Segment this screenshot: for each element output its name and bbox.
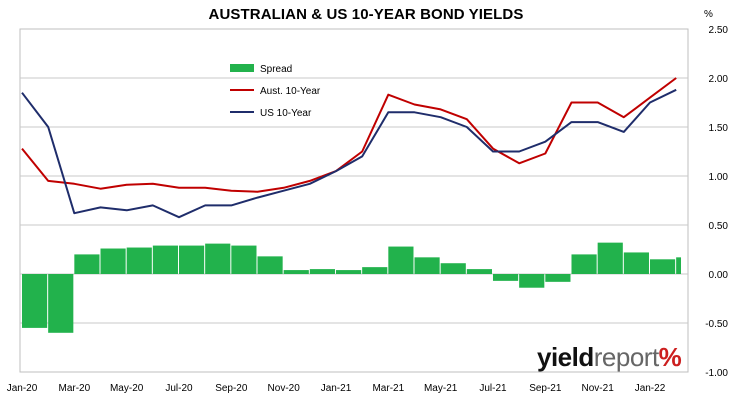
spread-bar [623, 252, 649, 274]
y-tick-label: 0.50 [709, 221, 729, 232]
x-tick-label: Mar-20 [58, 383, 90, 394]
spread-bar [178, 245, 205, 274]
x-tick-label: Sep-20 [215, 383, 248, 394]
legend-swatch-spread [230, 64, 254, 72]
y-tick-label: 2.00 [709, 74, 729, 85]
logo-part-percent: % [658, 342, 682, 372]
y-tick-label: 1.00 [709, 172, 729, 183]
spread-bar [126, 247, 152, 274]
x-tick-label: May-21 [424, 383, 458, 394]
spread-bar [100, 248, 126, 274]
yieldreport-logo: yieldreport% [537, 342, 682, 373]
spread-bar [257, 256, 283, 274]
x-tick-label: Mar-21 [372, 383, 404, 394]
spread-bar [231, 245, 257, 274]
x-tick-label: Jan-20 [7, 383, 38, 394]
spread-bar [519, 274, 545, 288]
spread-bar [309, 269, 335, 274]
x-tick-label: Jan-22 [635, 383, 666, 394]
spread-bar [152, 245, 178, 274]
spread-bar [545, 274, 571, 282]
legend-label-us: US 10-Year [260, 108, 312, 119]
unit-label: % [704, 9, 713, 20]
x-tick-label: Nov-21 [582, 383, 615, 394]
spread-bar [22, 274, 48, 328]
spread-bar [48, 274, 74, 333]
spread-bar [335, 270, 362, 274]
spread-bar [283, 270, 309, 274]
x-tick-label: Jul-20 [165, 383, 193, 394]
y-tick-label: -0.50 [705, 319, 728, 330]
spread-bar [649, 259, 676, 274]
chart-title: AUSTRALIAN & US 10-YEAR BOND YIELDS [208, 6, 524, 23]
y-tick-label: 0.00 [709, 270, 729, 281]
aus-10yr-line [21, 77, 677, 193]
plot-area [19, 28, 689, 373]
logo-part-report: report [593, 342, 659, 372]
x-tick-label: Sep-21 [529, 383, 562, 394]
spread-bar [74, 254, 100, 274]
logo-part-yield: yield [537, 342, 594, 372]
y-tick-label: -1.00 [705, 368, 728, 379]
legend: Spread Aust. 10-Year US 10-Year [230, 64, 321, 119]
legend-label-aus: Aust. 10-Year [260, 86, 321, 97]
legend-label-spread: Spread [260, 64, 292, 75]
x-tick-label: May-20 [110, 383, 144, 394]
spread-bar [571, 254, 597, 274]
x-tick-label: Nov-20 [268, 383, 301, 394]
spread-bars [22, 242, 681, 333]
spread-bar [362, 267, 388, 274]
us-10yr-line [21, 88, 677, 219]
spread-bar [388, 246, 414, 274]
spread-bar [466, 269, 492, 274]
y-tick-label: 2.50 [709, 25, 729, 36]
spread-bar [205, 243, 231, 274]
y-tick-label: 1.50 [709, 123, 729, 134]
x-tick-label: Jul-21 [479, 383, 507, 394]
x-tick-label: Jan-21 [321, 383, 352, 394]
spread-bar [676, 257, 681, 274]
spread-bar [492, 274, 519, 281]
spread-bar [597, 242, 623, 274]
spread-bar [414, 257, 440, 274]
spread-bar [440, 263, 466, 274]
